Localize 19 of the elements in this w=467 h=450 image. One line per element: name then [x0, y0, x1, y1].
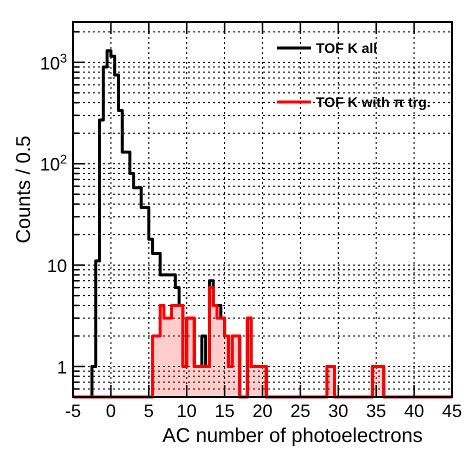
legend-label: TOF K all	[316, 40, 378, 56]
x-tick-label: 10	[176, 401, 197, 421]
y-tick-label: 10	[46, 256, 67, 276]
x-tick-label: 45	[442, 401, 462, 421]
x-tick-label: -5	[64, 401, 82, 421]
x-tick-label: 0	[106, 401, 116, 421]
y-tick-label: 1	[56, 357, 67, 378]
y-axis-title: Counts / 0.5	[13, 136, 35, 244]
x-tick-label: 40	[404, 401, 424, 421]
x-tick-label: 15	[214, 401, 235, 421]
y-tick-label: 10$^{2}$	[40, 152, 67, 175]
x-tick-label: 30	[328, 401, 348, 421]
legend-label: TOF K with π trg.	[316, 94, 431, 110]
x-tick-label: 35	[366, 401, 386, 421]
x-tick-label: 5	[144, 401, 154, 421]
x-axis-title: AC number of photoelectrons	[162, 425, 423, 447]
x-tick-label: 25	[290, 401, 310, 421]
y-tick-label: 10$^{3}$	[40, 51, 67, 74]
x-tick-label: 20	[252, 401, 273, 421]
